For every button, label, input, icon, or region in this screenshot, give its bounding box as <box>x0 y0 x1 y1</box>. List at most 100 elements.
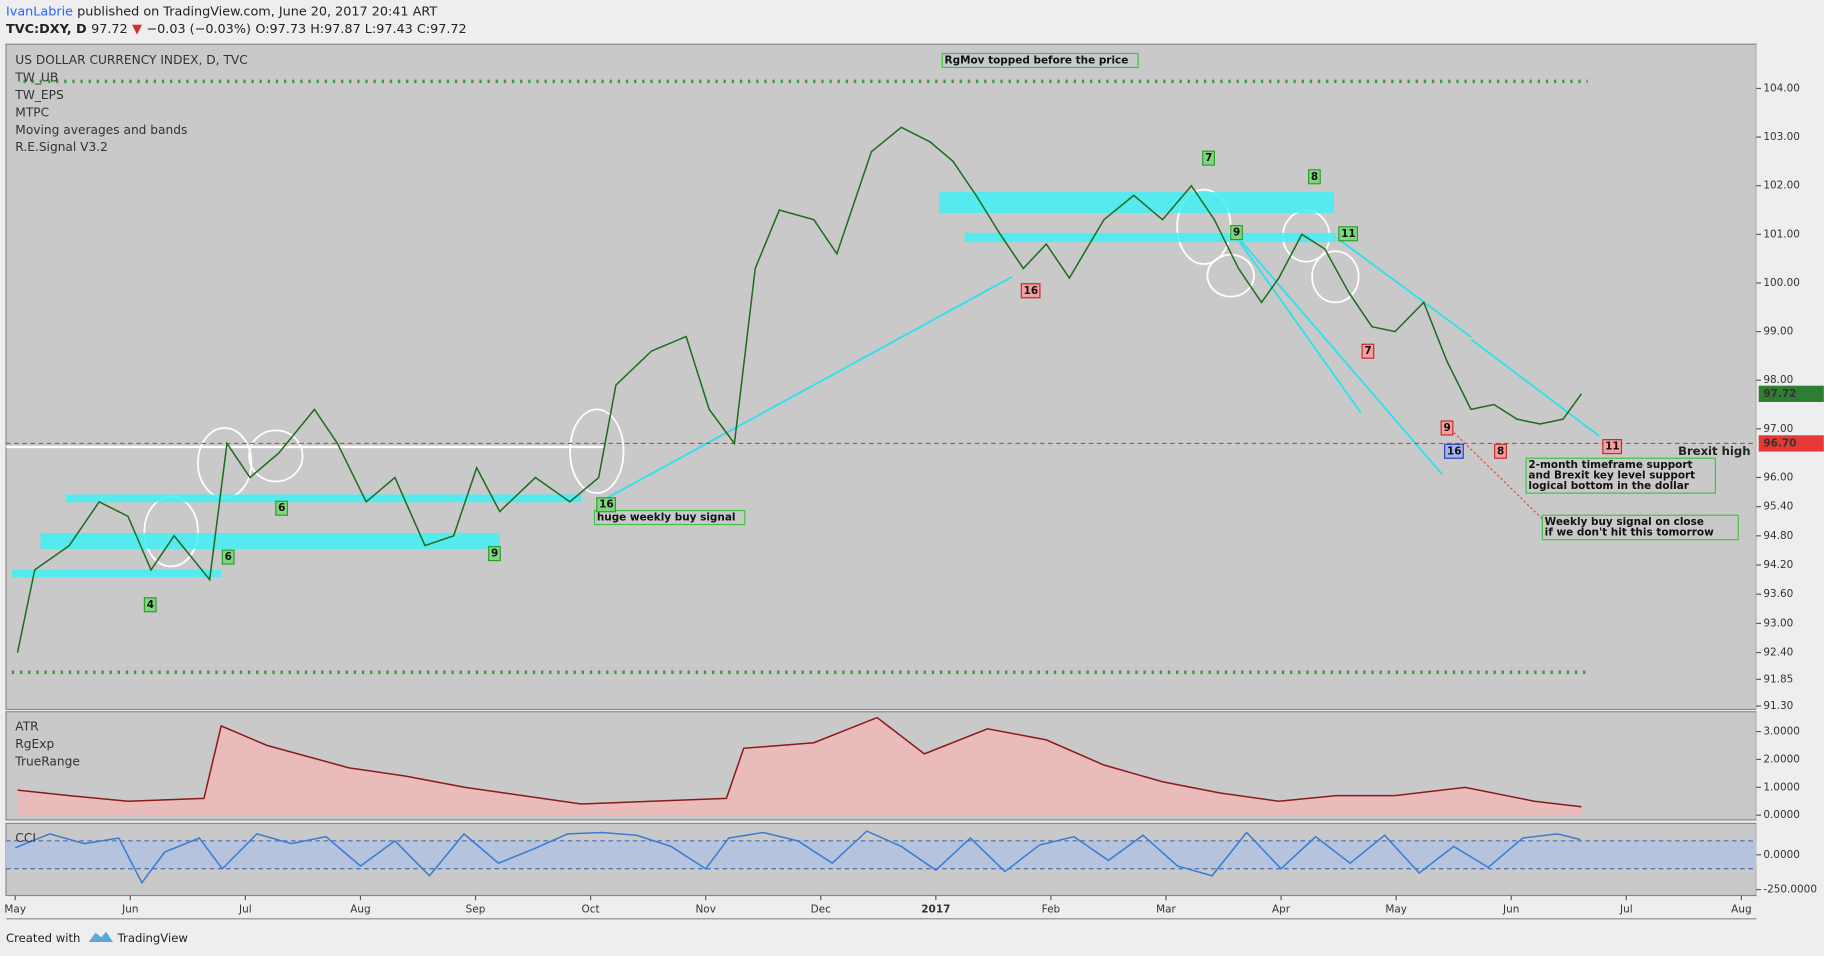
highlight-circles <box>143 188 1360 568</box>
change: −0.03 (−0.03%) <box>146 22 251 37</box>
author[interactable]: IvanLabrie <box>6 4 73 19</box>
count-box <box>596 497 617 513</box>
series-line <box>17 716 1582 808</box>
count-label: 16 <box>1024 285 1039 297</box>
y-tick-label: 104.00 <box>1763 82 1800 94</box>
count-label: 8 <box>1497 445 1504 457</box>
count-box <box>1494 443 1507 459</box>
note: if we don't hit this tomorrow <box>1545 527 1714 539</box>
count-box <box>1602 439 1623 455</box>
brand-logo <box>88 931 114 943</box>
count-box <box>1020 283 1041 299</box>
count-label: 11 <box>1605 441 1620 453</box>
series-area <box>17 717 1582 816</box>
indicator-label: TW_UB <box>14 70 58 84</box>
indicator-label: TW_EPS <box>14 88 64 102</box>
count-box <box>1338 226 1359 242</box>
note-box <box>1541 514 1739 541</box>
arrow <box>1337 237 1472 339</box>
count-label: 4 <box>147 599 154 611</box>
y-tick-label: 91.85 <box>1763 673 1793 685</box>
x-tick-label: Dec <box>811 903 831 915</box>
header-line-2: TVC:DXY, D 97.72 ▼ −0.03 (−0.03%) O:97.7… <box>6 22 467 37</box>
footer-brand[interactable]: TradingView <box>117 931 189 945</box>
y-tick-label: 93.00 <box>1763 617 1793 629</box>
count-label: 8 <box>1311 171 1318 183</box>
published: published on TradingView.com, June 20, 2… <box>77 4 437 19</box>
x-tick-label: Apr <box>1272 903 1291 915</box>
count-label: 16 <box>599 499 614 511</box>
indicator-label: TrueRange <box>14 754 80 768</box>
x-tick-label: Aug <box>350 903 370 915</box>
indicator-label: RgExp <box>15 737 54 751</box>
y-tick-label: 91.30 <box>1763 700 1793 712</box>
series-line <box>14 830 1581 885</box>
symbol: TVC:DXY, D <box>6 22 87 37</box>
note: Weekly buy signal on close <box>1545 516 1704 528</box>
last-price-tag <box>1758 385 1824 402</box>
count-box <box>143 597 157 613</box>
y-tick-label: 97.00 <box>1763 423 1793 435</box>
y-tick-label: 94.80 <box>1763 530 1793 542</box>
right-axis <box>1756 44 1824 896</box>
y-tick-label: 100.00 <box>1763 277 1800 289</box>
zone <box>11 569 222 578</box>
indicator-label: ATR <box>15 719 39 733</box>
level-label: 96.70 <box>1763 437 1796 449</box>
y-tick-label: 94.20 <box>1763 559 1793 571</box>
note-box <box>941 52 1139 69</box>
band-fill <box>6 840 1757 869</box>
count-box <box>275 500 289 516</box>
circle <box>569 408 625 494</box>
x-tick-label: May <box>1385 903 1407 915</box>
count-box <box>221 549 235 565</box>
footer-created: Created with <box>6 931 80 945</box>
y-tick-label: 92.40 <box>1763 647 1793 659</box>
header-line-1: IvanLabrie published on TradingView.com,… <box>6 4 437 19</box>
count-label: 16 <box>1447 445 1462 457</box>
count-label: 9 <box>491 548 498 560</box>
price: 97.72 <box>91 22 128 37</box>
price-pane <box>5 43 1757 711</box>
x-tick-label: Mar <box>1156 903 1176 915</box>
chart-title: US DOLLAR CURRENCY INDEX, D, TVC <box>15 53 247 67</box>
count-label: 9 <box>1443 422 1450 434</box>
arrows <box>596 232 1600 505</box>
change-arrow: ▼ <box>132 22 142 37</box>
x-tick-label: May <box>4 903 26 915</box>
y-tick-label: 93.60 <box>1763 588 1793 600</box>
x-tick-label: Jul <box>238 903 252 915</box>
count-label: 6 <box>278 502 285 514</box>
y-tick-label: 101.00 <box>1763 228 1800 240</box>
y-tick-label: 0.0000 <box>1763 849 1800 861</box>
zone <box>939 192 1335 213</box>
zone <box>40 532 500 549</box>
marks: 104.00 103.00 102.00 101.00 100.00 99.00 98.00… <box>4 52 1824 915</box>
x-tick-label: Feb <box>1042 903 1061 915</box>
arrow <box>1232 232 1362 414</box>
level-name: Brexit high <box>1678 444 1750 458</box>
y-tick-label: 3.0000 <box>1763 726 1800 738</box>
x-tick-label: 2017 <box>921 903 950 915</box>
y-tick-label: 102.00 <box>1763 180 1800 192</box>
x-tick-label: Sep <box>466 903 486 915</box>
x-tick-label: Nov <box>695 903 715 915</box>
circle <box>248 429 304 483</box>
x-tick-label: Oct <box>582 903 600 915</box>
count-box <box>1308 169 1321 185</box>
y-tick-label: 95.40 <box>1763 501 1793 513</box>
indicator-label: MTPC <box>15 105 49 119</box>
indicator-label: R.E.Signal V3.2 <box>15 140 108 154</box>
x-tick-label: Jul <box>1619 903 1633 915</box>
y-tick-label: 2.0000 <box>1763 753 1800 765</box>
y-tick-label: 99.00 <box>1763 326 1793 338</box>
count-box <box>488 546 501 562</box>
y-tick-label: 1.0000 <box>1763 781 1800 793</box>
indicator-label: Moving averages and bands <box>15 123 187 137</box>
series-line <box>16 126 1583 653</box>
zone <box>65 494 582 503</box>
count-box <box>1230 225 1243 241</box>
circle <box>1311 250 1360 304</box>
